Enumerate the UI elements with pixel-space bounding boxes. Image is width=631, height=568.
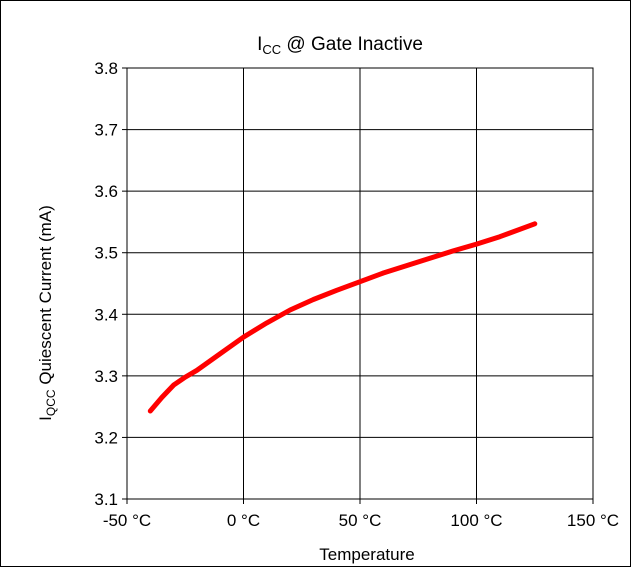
y-tick-label: 3.5 <box>94 244 118 263</box>
x-axis-label: Temperature <box>319 545 414 564</box>
x-tick-label: 150 °C <box>567 511 619 530</box>
y-tick-label: 3.4 <box>94 305 118 324</box>
y-tick-label: 3.6 <box>94 182 118 201</box>
x-tick-label: 50 °C <box>339 511 382 530</box>
x-tick-label: 100 °C <box>450 511 502 530</box>
tick-labels: -50 °C 0 °C 50 °C 100 °C 150 °C 3.1 3.2 3.3 3.4 3… <box>94 59 619 530</box>
y-tick-label: 3.1 <box>94 490 118 509</box>
chart-title: ICC @ Gate Inactive <box>257 34 423 57</box>
y-tick-label: 3.7 <box>94 121 118 140</box>
y-tick-label: 3.2 <box>94 428 118 447</box>
y-axis-label: IQCC Quiescent Current (mA) <box>36 205 58 421</box>
x-tick-label: 0 °C <box>227 511 260 530</box>
x-tick-label: -50 °C <box>103 511 151 530</box>
y-tick-label: 3.8 <box>94 59 118 78</box>
y-tick-label: 3.3 <box>94 367 118 386</box>
series-layer <box>147 221 538 414</box>
series-line <box>147 221 538 414</box>
